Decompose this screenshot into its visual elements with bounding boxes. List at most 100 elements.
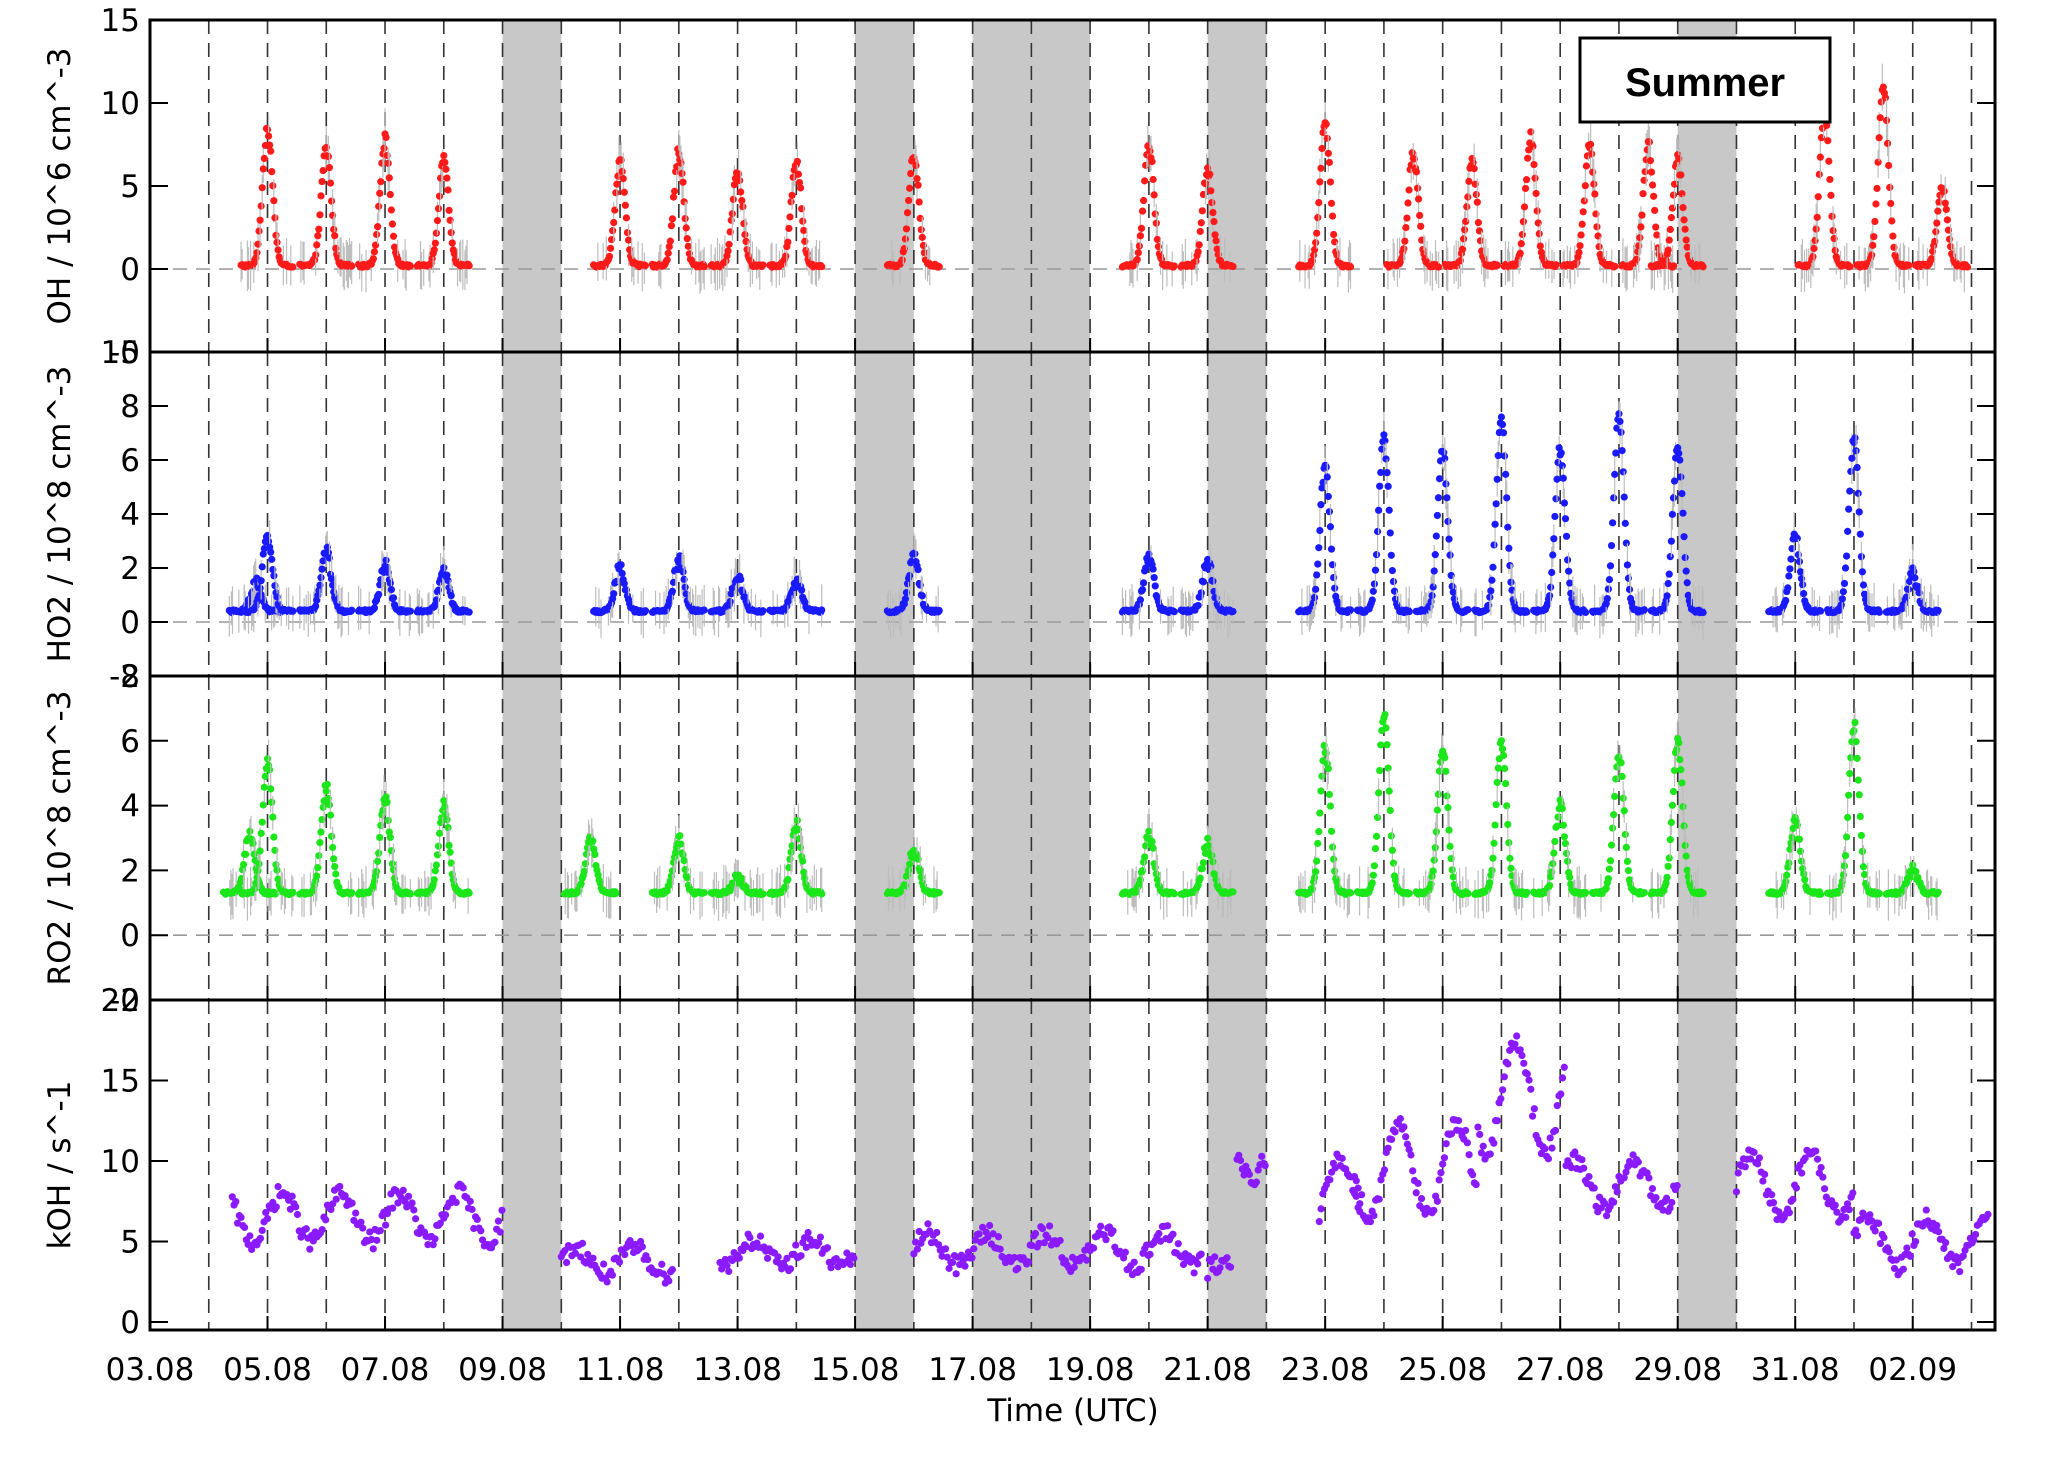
data-point [1814, 214, 1821, 221]
data-point [1377, 741, 1384, 748]
data-point [385, 817, 392, 824]
data-point [266, 141, 273, 148]
data-point [1400, 245, 1407, 252]
data-point [725, 1268, 732, 1275]
data-point [1444, 804, 1451, 811]
data-point [667, 238, 674, 245]
data-point [1145, 828, 1152, 835]
data-point [1796, 836, 1803, 843]
data-point [1664, 592, 1671, 599]
data-point [664, 256, 671, 263]
data-point [1817, 607, 1824, 614]
data-point [1566, 874, 1573, 881]
data-point [1430, 867, 1437, 874]
data-point [642, 262, 649, 269]
data-point [1416, 212, 1423, 219]
data-point [373, 231, 380, 238]
data-point [1415, 195, 1422, 202]
data-point [1318, 145, 1325, 152]
data-point [1876, 134, 1883, 141]
data-point [1431, 567, 1438, 574]
data-point [387, 834, 394, 841]
data-point [1499, 421, 1506, 428]
data-point [332, 870, 339, 877]
data-point [322, 1216, 329, 1223]
data-point [1590, 180, 1597, 187]
data-point [1699, 889, 1706, 896]
data-point [1441, 455, 1448, 462]
data-point [1450, 589, 1457, 596]
data-point [1404, 199, 1411, 206]
data-point [907, 170, 914, 177]
data-point [1825, 158, 1832, 165]
data-point [818, 606, 825, 613]
data-point [1209, 578, 1216, 585]
data-point [1608, 542, 1615, 549]
data-point [477, 1227, 484, 1234]
data-point [257, 847, 264, 854]
data-point [1617, 759, 1624, 766]
data-point [1433, 828, 1440, 835]
data-point [600, 1260, 607, 1267]
data-point [1146, 1251, 1153, 1258]
data-point [1786, 565, 1793, 572]
data-point [1148, 158, 1155, 165]
data-point [273, 239, 280, 246]
data-point [1664, 874, 1671, 881]
data-point [325, 153, 332, 160]
data-point [1622, 520, 1629, 527]
data-point [1369, 879, 1376, 886]
data-point [1314, 214, 1321, 221]
data-point [1647, 157, 1654, 164]
data-point [271, 214, 278, 221]
data-point [1205, 842, 1212, 849]
data-point [1683, 853, 1690, 860]
data-point [1316, 178, 1323, 185]
data-point [1905, 586, 1912, 593]
data-point [912, 162, 919, 169]
data-point [1385, 764, 1392, 771]
data-point [746, 1234, 753, 1241]
data-point [380, 145, 387, 152]
data-point [1413, 168, 1420, 175]
data-point [1582, 889, 1589, 896]
data-point [303, 1225, 310, 1232]
data-point [1432, 551, 1439, 558]
data-point [445, 842, 452, 849]
data-point [1475, 219, 1482, 226]
data-point [1491, 821, 1498, 828]
data-point [1381, 437, 1388, 444]
data-point [726, 241, 733, 248]
data-point [800, 227, 807, 234]
data-point [1607, 562, 1614, 569]
data-point [1609, 824, 1616, 831]
data-point [1097, 1223, 1104, 1230]
data-point [1434, 807, 1441, 814]
data-point [268, 799, 275, 806]
data-point [621, 1251, 628, 1258]
data-point [625, 236, 632, 243]
data-point [390, 233, 397, 240]
data-point [1549, 860, 1556, 867]
data-point [1229, 263, 1236, 270]
data-point [1406, 890, 1413, 897]
data-point [1678, 190, 1685, 197]
data-point [370, 255, 377, 262]
data-point [1328, 546, 1335, 553]
data-point [1551, 838, 1558, 845]
data-point [382, 134, 389, 141]
data-point [1662, 257, 1669, 264]
data-point [270, 572, 277, 579]
data-point [268, 168, 275, 175]
data-point [382, 557, 389, 564]
data-point [986, 1222, 993, 1229]
data-point [1784, 584, 1791, 591]
data-point [1198, 589, 1205, 596]
data-point [255, 228, 262, 235]
data-point [1785, 572, 1792, 579]
data-point [1405, 186, 1412, 193]
data-point [1503, 494, 1510, 501]
data-point [237, 1214, 244, 1221]
data-point [1816, 171, 1823, 178]
data-point [1326, 159, 1333, 166]
